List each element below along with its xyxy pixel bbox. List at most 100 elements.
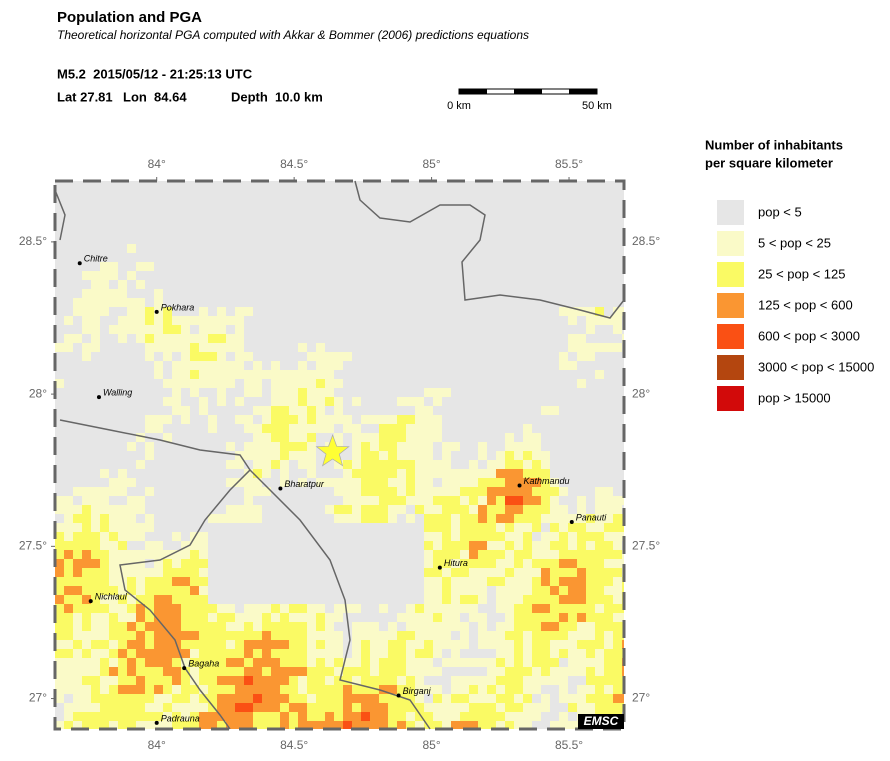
population-cell <box>226 631 235 640</box>
population-cell <box>370 199 379 208</box>
population-cell <box>595 649 604 658</box>
population-cell <box>181 253 190 262</box>
population-cell <box>82 280 91 289</box>
population-cell <box>595 415 604 424</box>
population-cell <box>532 667 541 676</box>
population-cell <box>388 451 397 460</box>
population-cell <box>424 595 433 604</box>
population-cell <box>397 433 406 442</box>
population-cell <box>532 262 541 271</box>
population-cell <box>244 631 253 640</box>
population-cell <box>550 487 559 496</box>
map-frame <box>53 179 626 731</box>
population-cell <box>64 613 73 622</box>
population-cell <box>190 703 199 712</box>
population-cell <box>406 658 415 667</box>
population-cell <box>343 424 352 433</box>
population-cell <box>91 433 100 442</box>
population-cell <box>172 190 181 199</box>
population-cell <box>397 262 406 271</box>
population-cell <box>433 586 442 595</box>
population-cell <box>496 388 505 397</box>
population-cell <box>343 190 352 199</box>
population-cell <box>118 550 127 559</box>
population-cell <box>208 352 217 361</box>
population-cell <box>478 613 487 622</box>
population-cell <box>424 271 433 280</box>
population-cell <box>298 487 307 496</box>
population-cell <box>199 631 208 640</box>
population-cell <box>613 613 622 622</box>
population-cell <box>316 604 325 613</box>
population-cell <box>172 586 181 595</box>
population-cell <box>433 559 442 568</box>
population-cell <box>514 658 523 667</box>
population-cell <box>172 253 181 262</box>
population-cell <box>595 460 604 469</box>
population-cell <box>100 577 109 586</box>
population-cell <box>559 370 568 379</box>
population-cell <box>262 181 271 190</box>
population-cell <box>379 325 388 334</box>
population-cell <box>271 415 280 424</box>
population-cell <box>451 604 460 613</box>
population-cell <box>145 199 154 208</box>
population-cell <box>226 433 235 442</box>
population-cell <box>451 694 460 703</box>
population-cell <box>181 514 190 523</box>
population-cell <box>280 667 289 676</box>
population-cell <box>316 352 325 361</box>
population-cell <box>64 307 73 316</box>
population-cell <box>145 235 154 244</box>
population-cell <box>568 253 577 262</box>
population-cell <box>406 190 415 199</box>
population-cell <box>397 631 406 640</box>
population-cell <box>514 325 523 334</box>
population-cell <box>262 613 271 622</box>
population-cell <box>541 235 550 244</box>
population-cell <box>217 469 226 478</box>
city-label: Nichlaul <box>95 592 128 602</box>
population-cell <box>523 703 532 712</box>
population-cell <box>325 631 334 640</box>
population-cell <box>208 532 217 541</box>
population-cell <box>550 460 559 469</box>
population-cell <box>496 631 505 640</box>
population-cell <box>541 208 550 217</box>
population-cell <box>460 262 469 271</box>
population-cell <box>82 694 91 703</box>
population-cell <box>154 613 163 622</box>
population-cell <box>577 451 586 460</box>
population-cell <box>424 622 433 631</box>
population-cell <box>253 631 262 640</box>
population-cell <box>379 496 388 505</box>
population-cell <box>253 181 262 190</box>
population-cell <box>379 370 388 379</box>
population-cell <box>316 316 325 325</box>
population-cell <box>541 523 550 532</box>
population-cell <box>388 586 397 595</box>
population-cell <box>532 217 541 226</box>
population-cell <box>181 370 190 379</box>
population-cell <box>235 469 244 478</box>
population-cell <box>604 649 613 658</box>
population-cell <box>289 532 298 541</box>
population-cell <box>118 631 127 640</box>
population-cell <box>271 694 280 703</box>
population-cell <box>280 397 289 406</box>
population-cell <box>433 451 442 460</box>
population-cell <box>325 721 334 729</box>
population-cell <box>91 190 100 199</box>
population-cell <box>406 334 415 343</box>
population-cell <box>298 352 307 361</box>
population-cell <box>217 370 226 379</box>
population-cell <box>127 316 136 325</box>
population-cell <box>289 577 298 586</box>
population-cell <box>487 316 496 325</box>
population-cell <box>136 217 145 226</box>
population-cell <box>82 325 91 334</box>
population-cell <box>244 262 253 271</box>
population-cell <box>622 334 624 343</box>
population-cell <box>127 676 136 685</box>
population-cell <box>316 469 325 478</box>
